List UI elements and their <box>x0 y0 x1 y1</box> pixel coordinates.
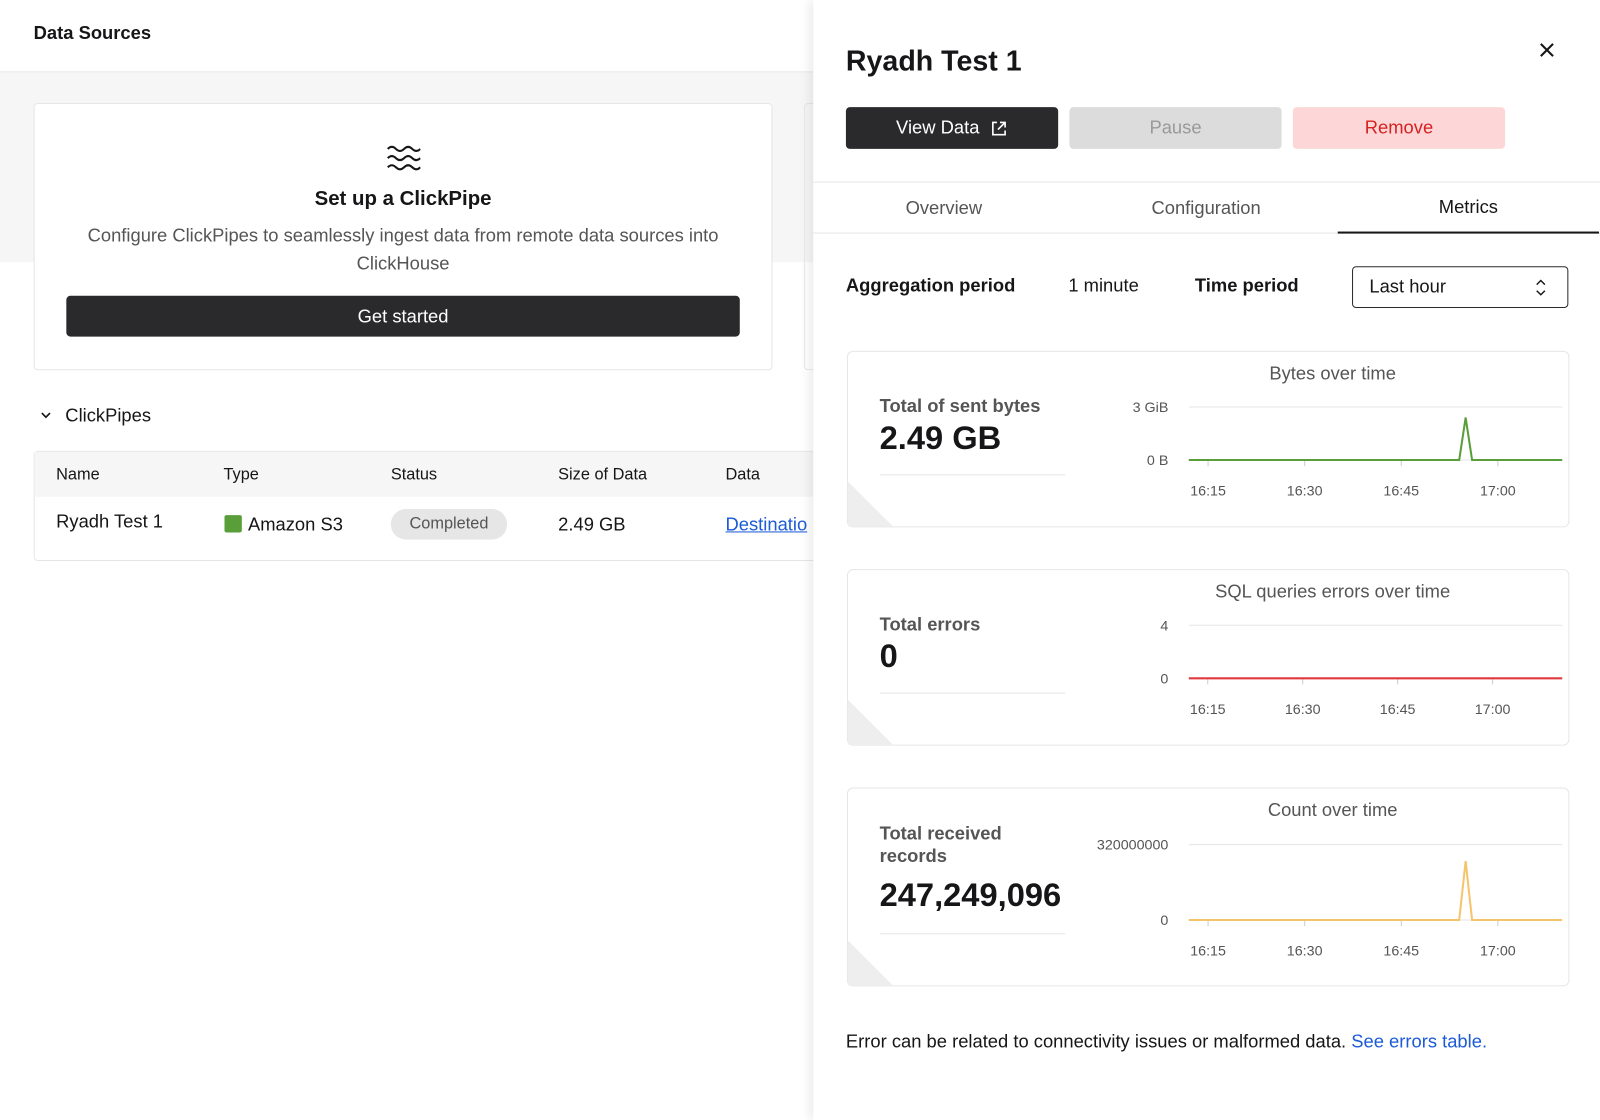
tab[interactable]: Configuration <box>1151 197 1261 218</box>
tab[interactable]: Metrics <box>1337 184 1599 234</box>
y-tick-label: 0 B <box>1147 453 1168 469</box>
y-tick-label: 0 <box>1160 671 1168 687</box>
x-tick-label: 16:45 <box>1383 484 1419 500</box>
x-tick-label: 17:00 <box>1480 484 1516 500</box>
external-icon <box>991 121 1006 135</box>
page-title: Data Sources <box>33 22 152 43</box>
info-corner[interactable] <box>847 940 893 986</box>
tabs-top-rule <box>813 181 1600 183</box>
next-card-edge <box>804 103 818 371</box>
tab[interactable]: Overview <box>905 197 983 218</box>
cell-size: 2.49 GB <box>558 514 626 535</box>
x-tick-label: 16:45 <box>1380 702 1416 718</box>
y-tick-label: 4 <box>1160 618 1168 634</box>
metric-value: 2.49 GB <box>879 419 1002 456</box>
errors-table-link[interactable]: See errors table. <box>1351 1031 1488 1052</box>
get-started-button[interactable]: Get started <box>66 295 740 337</box>
footer-text: Error can be related to connectivity iss… <box>845 1031 1347 1052</box>
section-title: ClickPipes <box>65 404 152 426</box>
table-header-bg <box>34 451 852 497</box>
column-header: Data <box>725 466 760 484</box>
chart-title: Count over time <box>1268 799 1398 820</box>
x-tick-label: 16:30 <box>1287 484 1323 500</box>
chart: SQL queries errors over time 0 4 16:15 16:30… <box>1160 581 1563 718</box>
metric-value: 0 <box>879 637 898 675</box>
select-value: Last hour <box>1369 276 1446 297</box>
data-line <box>1188 417 1563 462</box>
chart-title: SQL queries errors over time <box>1215 581 1450 602</box>
metric-card: Total of sent bytes 2.49 GB Bytes over tim… <box>846 350 1570 528</box>
remove-button[interactable]: Remove <box>1292 107 1506 149</box>
pause-button[interactable]: Pause <box>1069 107 1282 149</box>
aggregation-label: Aggregation period <box>845 275 1016 296</box>
x-tick-label: 17:00 <box>1475 702 1511 718</box>
top-bar: Data Sources <box>0 0 814 73</box>
x-tick-label: 16:15 <box>1190 484 1226 500</box>
x-tick-label: 16:30 <box>1285 702 1321 718</box>
info-corner[interactable] <box>847 481 893 527</box>
setup-card: Set up a ClickPipe Configure ClickPipes … <box>33 103 773 371</box>
chart-title: Bytes over time <box>1269 362 1396 383</box>
close-button[interactable] <box>1539 42 1555 58</box>
metric-card: Total received records 247,249,096 Count o… <box>846 787 1570 987</box>
select-arrows <box>1536 279 1546 296</box>
panel-title: Ryadh Test 1 <box>845 44 1022 77</box>
x-tick-label: 16:15 <box>1190 944 1226 960</box>
metric-rule <box>879 692 1066 694</box>
destination-link[interactable]: Destinatio <box>725 514 808 535</box>
cell-name[interactable]: Ryadh Test 1 <box>56 511 163 532</box>
setup-description: Configure ClickPipes to seamlessly inges… <box>87 225 719 274</box>
s3-icon <box>224 515 242 533</box>
info-corner[interactable] <box>847 699 893 745</box>
view-data-button[interactable]: View Data <box>845 107 1059 149</box>
aggregation-value[interactable]: 1 minute <box>1068 275 1139 296</box>
column-header: Status <box>390 466 438 484</box>
metric-value: 247,249,096 <box>879 876 1062 913</box>
y-tick-label: 320000000 <box>1097 838 1168 854</box>
button-label: View Data <box>896 117 980 138</box>
metric-rule <box>879 474 1066 476</box>
column-header: Name <box>56 466 100 484</box>
time-period-label: Time period <box>1194 275 1299 296</box>
x-tick-label: 16:15 <box>1190 702 1226 718</box>
clickpipe-icon <box>387 145 421 171</box>
collapse-toggle[interactable] <box>39 408 53 422</box>
metric-rule <box>879 933 1066 935</box>
data-line <box>1188 860 1563 922</box>
chart: Count over time 0 320000000 16:15 16:30 16:45… <box>1097 799 1563 960</box>
y-tick-label: 0 <box>1160 913 1168 929</box>
setup-title: Set up a ClickPipe <box>314 187 492 211</box>
footer-note: Error can be related to connectivity iss… <box>846 1031 1487 1052</box>
time-period-select[interactable]: Last hour <box>1352 266 1569 309</box>
column-header: Type <box>223 466 259 484</box>
y-tick-label: 3 GiB <box>1133 400 1169 416</box>
x-tick-label: 16:45 <box>1383 944 1419 960</box>
status-pill: Completed <box>390 508 508 540</box>
chart: Bytes over time 0 B 3 GiB 16:15 16:30 16:45 17… <box>1133 362 1563 500</box>
table-container: Name Type Status Size of Data Data Ryadh… <box>33 450 853 561</box>
column-header: Size of Data <box>558 466 648 484</box>
tabs-bottom-rule <box>813 232 1600 234</box>
metric-card: Total errors 0 SQL queries errors over tim… <box>846 569 1570 746</box>
cell-type: Amazon S3 <box>247 514 343 535</box>
x-tick-label: 17:00 <box>1480 944 1516 960</box>
metric-label: Total of sent bytes <box>879 395 1041 417</box>
x-tick-label: 16:30 <box>1287 944 1323 960</box>
metric-label: Total errors <box>879 614 981 635</box>
metric-label: Total received records <box>879 823 1002 866</box>
